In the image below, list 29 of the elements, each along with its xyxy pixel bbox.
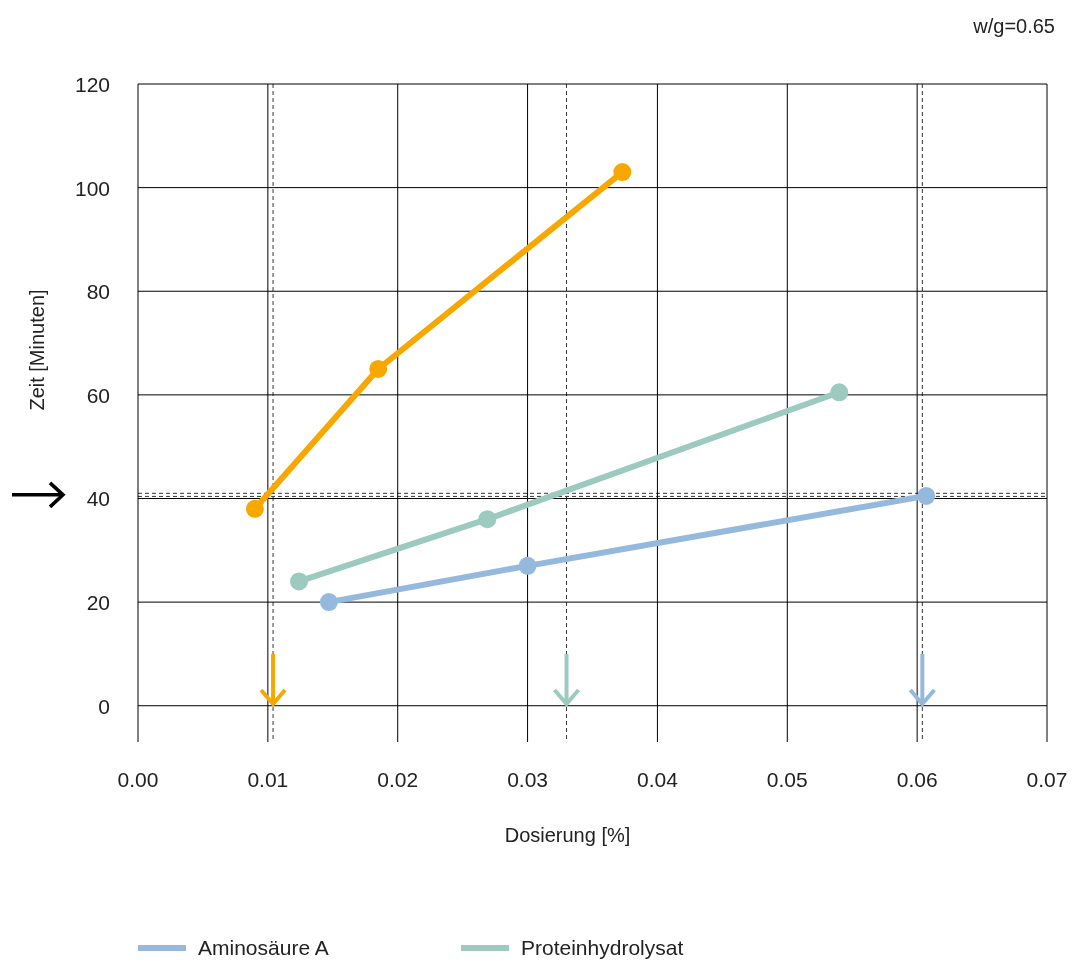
legend-label: Aminosäure A — [198, 936, 329, 959]
y-tick-label: 120 — [74, 73, 110, 96]
y-tick-label: 80 — [86, 280, 110, 304]
point — [319, 593, 338, 612]
x-tick-label: 0.03 — [507, 768, 549, 791]
y-tick-label: 100 — [74, 176, 110, 200]
x-tick-label: 0.06 — [896, 768, 938, 791]
point — [917, 486, 936, 505]
x-tick-label: 0.01 — [247, 768, 289, 791]
x-tick-label: 0.02 — [377, 768, 419, 791]
point — [290, 572, 309, 591]
y-tick-label: 20 — [86, 591, 110, 615]
point — [518, 556, 537, 575]
point — [478, 510, 497, 529]
x-tick-label: 0.04 — [636, 768, 679, 791]
point — [830, 383, 849, 402]
y-tick-label: 40 — [86, 487, 110, 511]
x-axis-title: Dosierung [%] — [504, 824, 631, 846]
point — [369, 359, 388, 378]
y-axis-title: Zeit [Minuten] — [26, 289, 48, 411]
x-tick-label: 0.00 — [117, 768, 159, 791]
x-tick-label: 0.07 — [1026, 768, 1068, 791]
text: w/g=0.65 — [972, 15, 1055, 37]
legend-label: Proteinhydrolysat — [521, 936, 684, 959]
y-tick-label: 0 — [98, 694, 110, 718]
point — [613, 163, 632, 182]
x-tick-label: 0.05 — [766, 768, 808, 791]
point — [245, 499, 264, 518]
y-tick-label: 60 — [86, 383, 110, 407]
